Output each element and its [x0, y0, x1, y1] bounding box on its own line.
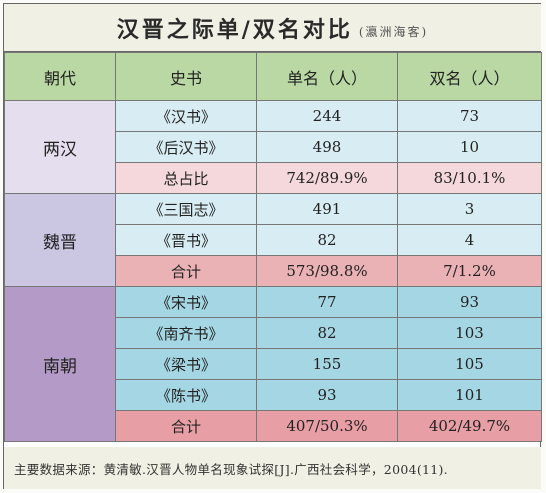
dynasty-cell: 南朝 [4, 286, 116, 442]
summary-label: 总占比 [115, 162, 257, 194]
single-cell: 155 [256, 348, 398, 380]
book-cell: 《宋书》 [115, 286, 257, 318]
summary-double: 7/1.2% [397, 255, 542, 287]
summary-row: 合计 407/50.3% 402/49.7% [5, 410, 542, 442]
header-single-name: 单名（人） [256, 52, 398, 101]
single-cell: 491 [256, 193, 398, 225]
double-cell: 105 [397, 348, 542, 380]
summary-single: 573/98.8% [256, 255, 398, 287]
single-cell: 77 [256, 286, 398, 318]
double-cell: 10 [397, 131, 542, 163]
title-bar: 汉晋之际单/双名对比 (瀛洲海客) [4, 4, 541, 52]
summary-double: 402/49.7% [397, 410, 542, 442]
table-row: 《南齐书》 82 103 [5, 317, 542, 349]
double-cell: 73 [397, 100, 542, 132]
book-cell: 《南齐书》 [115, 317, 257, 349]
single-cell: 93 [256, 379, 398, 411]
book-cell: 《晋书》 [115, 224, 257, 256]
author-credit: (瀛洲海客) [358, 25, 429, 39]
summary-single: 407/50.3% [256, 410, 398, 442]
source-note: 主要数据来源：黄清敏.汉晋人物单名现象试探[J].广西社会科学，2004(11)… [4, 447, 541, 489]
summary-row: 总占比 742/89.9% 83/10.1% [5, 162, 542, 194]
table-row: 两汉 《汉书》 244 73 [4, 100, 542, 194]
book-cell: 《陈书》 [115, 379, 257, 411]
single-cell: 498 [256, 131, 398, 163]
book-cell: 《后汉书》 [115, 131, 257, 163]
double-cell: 4 [397, 224, 542, 256]
page-title: 汉晋之际单/双名对比 [116, 16, 353, 43]
double-cell: 3 [397, 193, 542, 225]
summary-row: 合计 573/98.8% 7/1.2% [5, 255, 542, 287]
double-cell: 101 [397, 379, 542, 411]
header-book: 史书 [115, 52, 257, 101]
single-cell: 82 [256, 224, 398, 256]
table-row: 《后汉书》 498 10 [5, 131, 542, 163]
dynasty-cell: 魏晋 [4, 193, 116, 287]
header-double-name: 双名（人） [397, 52, 542, 101]
book-cell: 《梁书》 [115, 348, 257, 380]
summary-label: 合计 [115, 410, 257, 442]
summary-single: 742/89.9% [256, 162, 398, 194]
summary-double: 83/10.1% [397, 162, 542, 194]
single-cell: 244 [256, 100, 398, 132]
header-dynasty: 朝代 [4, 52, 116, 101]
summary-label: 合计 [115, 255, 257, 287]
book-cell: 《三国志》 [115, 193, 257, 225]
comparison-table: 朝代 史书 单名（人） 双名（人） 两汉 《汉书》 244 73 《后汉书》 4… [4, 52, 542, 442]
book-cell: 《汉书》 [115, 100, 257, 132]
table-row: 南朝 《宋书》 77 93 [4, 286, 542, 442]
table-row: 《梁书》 155 105 [5, 348, 542, 380]
header-row: 朝代 史书 单名（人） 双名（人） [4, 52, 542, 101]
table-row: 《晋书》 82 4 [5, 224, 542, 256]
table-row: 魏晋 《三国志》 491 3 [4, 193, 542, 287]
dynasty-cell: 两汉 [4, 100, 116, 194]
double-cell: 93 [397, 286, 542, 318]
double-cell: 103 [397, 317, 542, 349]
single-cell: 82 [256, 317, 398, 349]
